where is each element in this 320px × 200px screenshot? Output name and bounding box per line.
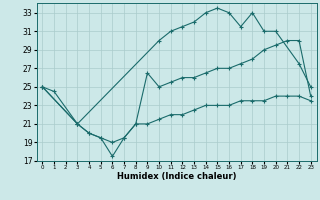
X-axis label: Humidex (Indice chaleur): Humidex (Indice chaleur) [117, 172, 236, 181]
